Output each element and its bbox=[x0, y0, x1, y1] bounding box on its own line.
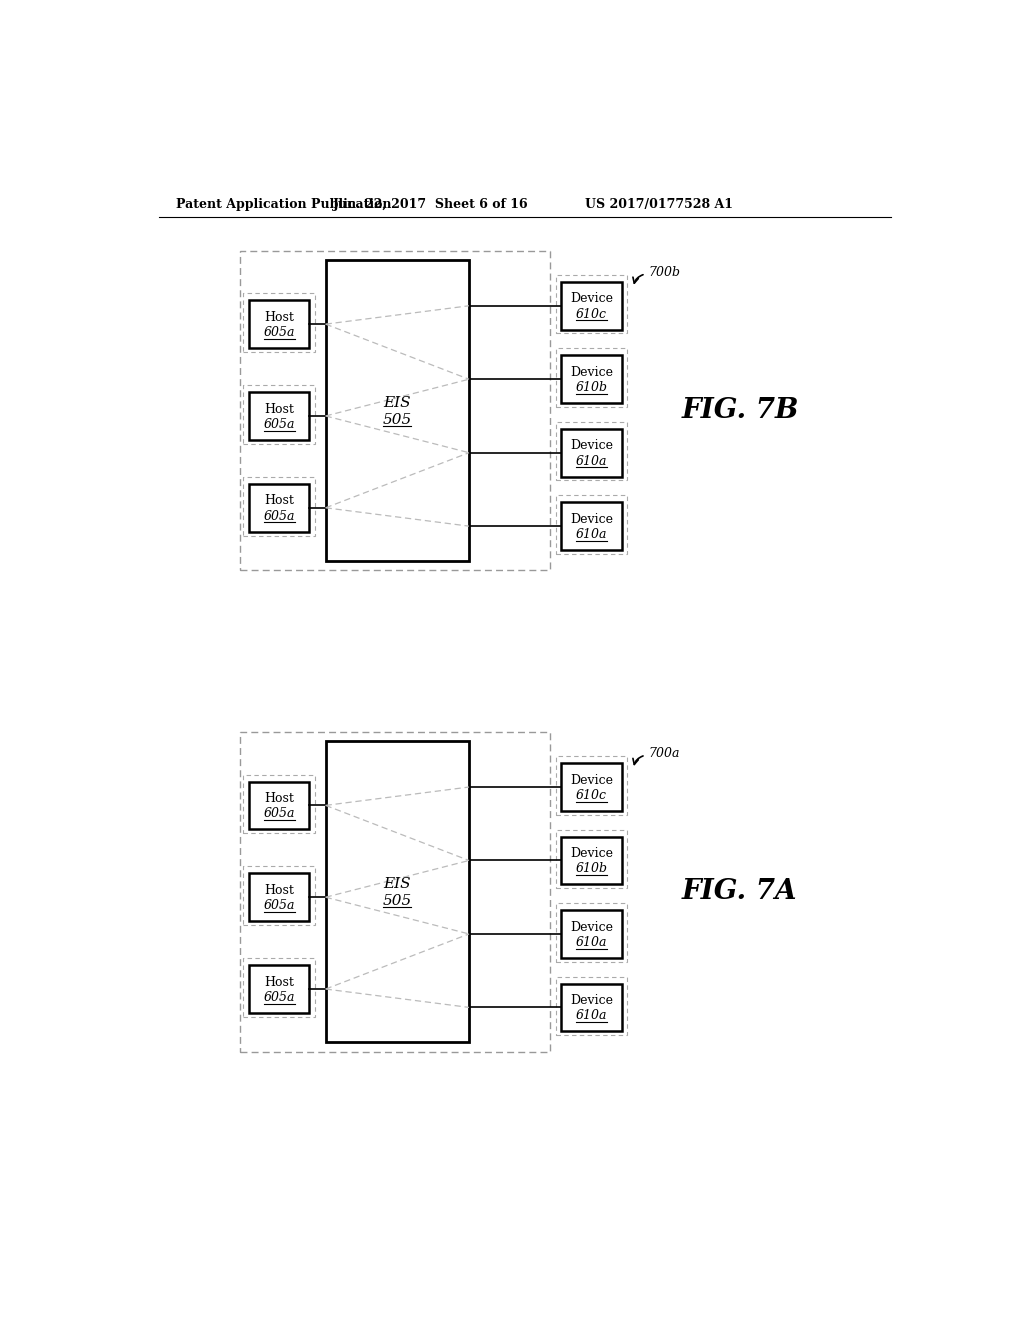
Text: 610a: 610a bbox=[575, 528, 607, 541]
Bar bbox=[556, 830, 627, 888]
Text: Device: Device bbox=[570, 512, 613, 525]
Bar bbox=[249, 965, 309, 1012]
Text: EIS: EIS bbox=[384, 396, 411, 411]
Text: 605a: 605a bbox=[263, 510, 295, 523]
Text: Host: Host bbox=[264, 495, 294, 507]
Bar bbox=[556, 756, 627, 814]
Text: Host: Host bbox=[264, 975, 294, 989]
Text: Device: Device bbox=[570, 994, 613, 1007]
Text: Patent Application Publication: Patent Application Publication bbox=[176, 198, 391, 211]
Bar bbox=[556, 275, 627, 334]
Bar bbox=[561, 429, 622, 477]
Text: 610b: 610b bbox=[575, 862, 607, 875]
Text: Device: Device bbox=[570, 774, 613, 787]
Text: 610a: 610a bbox=[575, 454, 607, 467]
Text: FIG. 7B: FIG. 7B bbox=[682, 397, 800, 424]
Text: 700a: 700a bbox=[649, 747, 680, 760]
Bar bbox=[244, 866, 314, 925]
Text: 505: 505 bbox=[383, 894, 412, 908]
Bar bbox=[561, 763, 622, 810]
Bar bbox=[244, 958, 314, 1016]
Text: 610b: 610b bbox=[575, 381, 607, 395]
Bar bbox=[326, 260, 469, 561]
Text: 605a: 605a bbox=[263, 899, 295, 912]
Bar bbox=[561, 355, 622, 403]
Bar bbox=[249, 392, 309, 440]
Bar bbox=[556, 495, 627, 554]
Bar bbox=[556, 348, 627, 407]
Bar bbox=[244, 385, 314, 444]
Bar bbox=[561, 983, 622, 1031]
Text: Host: Host bbox=[264, 310, 294, 323]
Text: FIG. 7A: FIG. 7A bbox=[682, 878, 798, 906]
Text: Host: Host bbox=[264, 403, 294, 416]
Bar bbox=[249, 300, 309, 348]
Text: 700b: 700b bbox=[649, 265, 681, 279]
Text: EIS: EIS bbox=[384, 876, 411, 891]
Bar bbox=[249, 484, 309, 532]
Bar bbox=[556, 977, 627, 1035]
Text: 610c: 610c bbox=[575, 308, 607, 321]
Text: Jun. 22, 2017  Sheet 6 of 16: Jun. 22, 2017 Sheet 6 of 16 bbox=[333, 198, 528, 211]
Bar bbox=[249, 781, 309, 829]
Bar bbox=[561, 909, 622, 958]
Text: 605a: 605a bbox=[263, 808, 295, 820]
Text: Device: Device bbox=[570, 847, 613, 861]
Text: 610c: 610c bbox=[575, 789, 607, 803]
Bar bbox=[249, 874, 309, 921]
Text: 610a: 610a bbox=[575, 936, 607, 949]
Bar bbox=[241, 733, 550, 1052]
Text: 505: 505 bbox=[383, 413, 412, 426]
Text: 605a: 605a bbox=[263, 326, 295, 339]
Text: 605a: 605a bbox=[263, 418, 295, 430]
Text: Device: Device bbox=[570, 292, 613, 305]
Text: 605a: 605a bbox=[263, 991, 295, 1005]
Text: US 2017/0177528 A1: US 2017/0177528 A1 bbox=[586, 198, 733, 211]
Text: Device: Device bbox=[570, 920, 613, 933]
Bar bbox=[244, 775, 314, 833]
Bar bbox=[561, 837, 622, 884]
Text: Host: Host bbox=[264, 884, 294, 896]
Bar bbox=[244, 477, 314, 536]
Bar bbox=[326, 742, 469, 1043]
Bar bbox=[561, 282, 622, 330]
Bar bbox=[556, 903, 627, 962]
Bar bbox=[561, 503, 622, 550]
Text: Device: Device bbox=[570, 366, 613, 379]
Bar bbox=[241, 251, 550, 570]
Bar bbox=[244, 293, 314, 352]
Text: 610a: 610a bbox=[575, 1010, 607, 1023]
Text: Device: Device bbox=[570, 440, 613, 453]
Text: Host: Host bbox=[264, 792, 294, 805]
Bar bbox=[556, 422, 627, 480]
